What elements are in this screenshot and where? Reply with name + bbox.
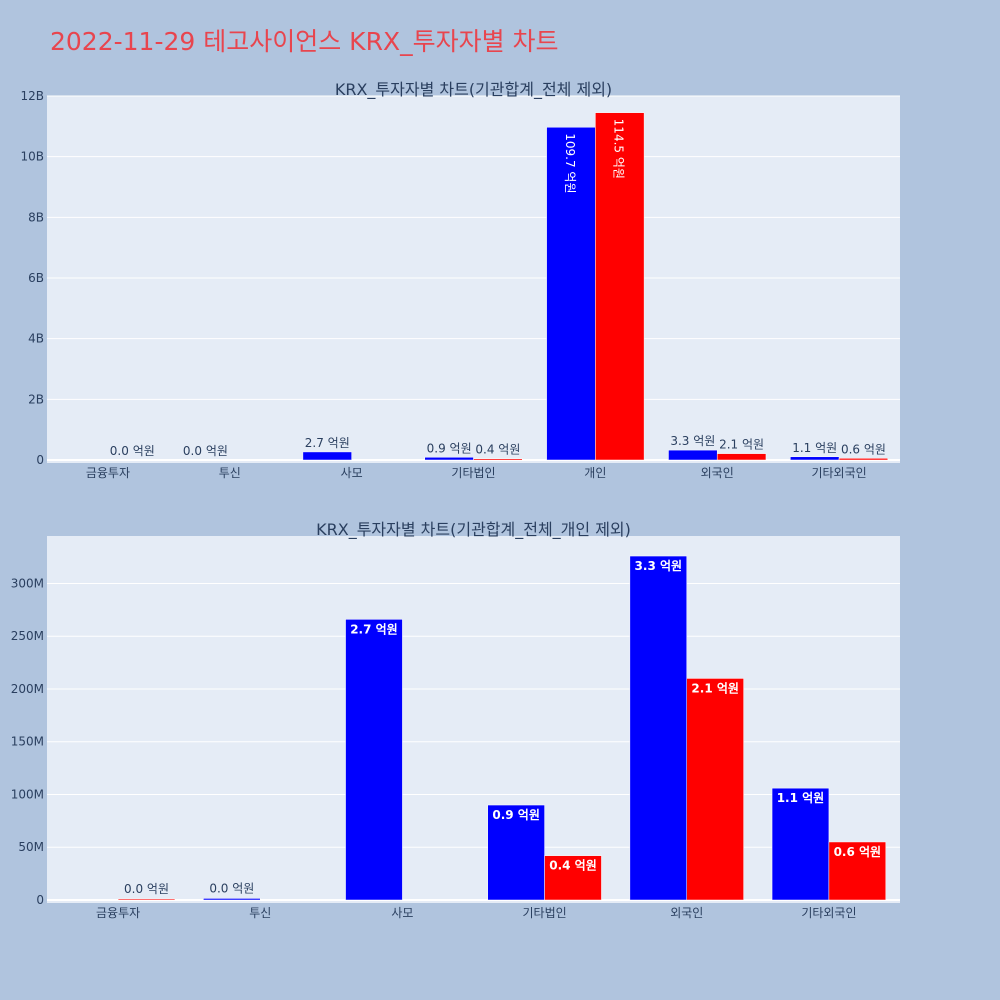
x-tick-label: 사모 bbox=[341, 466, 363, 480]
sell-bar bbox=[544, 855, 602, 901]
page-title: 2022-11-29 테고사이언스 KRX_투자자별 차트 bbox=[50, 27, 559, 56]
x-tick-label: 외국인 bbox=[701, 466, 734, 480]
bar-value-label: 2.1 억원 bbox=[719, 438, 764, 452]
buy-bar bbox=[424, 457, 474, 461]
bar-value-label: 0.0 억원 bbox=[209, 881, 254, 895]
sell-bar bbox=[595, 112, 645, 461]
chart-title: KRX_투자자별 차트(기관합계_전체 제외) bbox=[335, 80, 612, 100]
bar-value-label: 0.6 억원 bbox=[841, 442, 886, 456]
bar-value-label: 3.3 억원 bbox=[670, 434, 715, 448]
buy-bar bbox=[668, 449, 718, 461]
buy-bar bbox=[546, 126, 596, 461]
bar-value-label: 0.9 억원 bbox=[492, 808, 540, 822]
bar-value-label: 0.6 억원 bbox=[834, 845, 882, 859]
x-tick-label: 기타법인 bbox=[451, 466, 495, 480]
x-tick-label: 기타외국인 bbox=[801, 906, 856, 920]
x-tick-label: 사모 bbox=[391, 906, 413, 920]
x-tick-label: 외국인 bbox=[670, 906, 703, 920]
x-tick-label: 투신 bbox=[249, 906, 271, 920]
buy-bar bbox=[345, 619, 403, 901]
y-tick-label: 10B bbox=[20, 150, 44, 164]
bar-value-label: 1.1 억원 bbox=[792, 441, 837, 455]
bar-value-label: 3.3 억원 bbox=[635, 559, 683, 573]
bar-value-label: 109.7 억원 bbox=[563, 133, 577, 193]
x-tick-label: 투신 bbox=[219, 466, 241, 480]
x-tick-label: 기타법인 bbox=[522, 906, 566, 920]
y-tick-label: 4B bbox=[28, 332, 44, 346]
buy-bar bbox=[302, 451, 352, 461]
y-tick-label: 50M bbox=[18, 840, 44, 854]
y-tick-label: 6B bbox=[28, 271, 44, 285]
sell-bar bbox=[117, 898, 176, 901]
y-tick-label: 150M bbox=[11, 735, 44, 749]
bar-value-label: 0.4 억원 bbox=[475, 443, 520, 457]
chart-title: KRX_투자자별 차트(기관합계_전체_개인 제외) bbox=[316, 520, 631, 540]
bar-value-label: 0.4 억원 bbox=[549, 859, 597, 873]
plot-area bbox=[47, 536, 900, 903]
y-tick-label: 0 bbox=[36, 893, 44, 907]
buy-bar bbox=[771, 787, 830, 901]
x-tick-label: 기타외국인 bbox=[811, 466, 866, 480]
bar-value-label: 0.0 억원 bbox=[183, 444, 228, 458]
sell-bar bbox=[716, 453, 767, 461]
buy-bar bbox=[487, 804, 545, 901]
x-tick-label: 개인 bbox=[584, 466, 606, 480]
y-tick-label: 200M bbox=[11, 682, 44, 696]
buy-bar bbox=[629, 555, 688, 901]
bar-value-label: 1.1 억원 bbox=[777, 791, 825, 805]
bar-value-label: 2.7 억원 bbox=[305, 436, 350, 450]
y-tick-label: 300M bbox=[11, 576, 44, 590]
bar-value-label: 114.5 억원 bbox=[612, 119, 626, 179]
sell-bar bbox=[473, 458, 523, 461]
y-tick-label: 0 bbox=[36, 453, 44, 467]
y-tick-label: 8B bbox=[28, 210, 44, 224]
buy-bar bbox=[790, 456, 840, 461]
bar-value-label: 2.1 억원 bbox=[691, 681, 739, 695]
sell-bar bbox=[828, 841, 887, 901]
plot-area bbox=[47, 96, 900, 463]
x-tick-label: 금융투자 bbox=[96, 906, 140, 920]
x-tick-label: 금융투자 bbox=[86, 466, 130, 480]
y-tick-label: 250M bbox=[11, 629, 44, 643]
y-tick-label: 2B bbox=[28, 392, 44, 406]
bar-value-label: 2.7 억원 bbox=[350, 622, 398, 636]
bar-value-label: 0.9 억원 bbox=[427, 441, 472, 455]
bar-value-label: 0.0 억원 bbox=[124, 882, 169, 896]
buy-bar bbox=[203, 898, 261, 901]
y-tick-label: 100M bbox=[11, 787, 44, 801]
bar-value-label: 0.0 억원 bbox=[110, 444, 155, 458]
y-tick-label: 12B bbox=[20, 89, 44, 103]
sell-bar bbox=[686, 678, 744, 901]
sell-bar bbox=[838, 458, 889, 461]
